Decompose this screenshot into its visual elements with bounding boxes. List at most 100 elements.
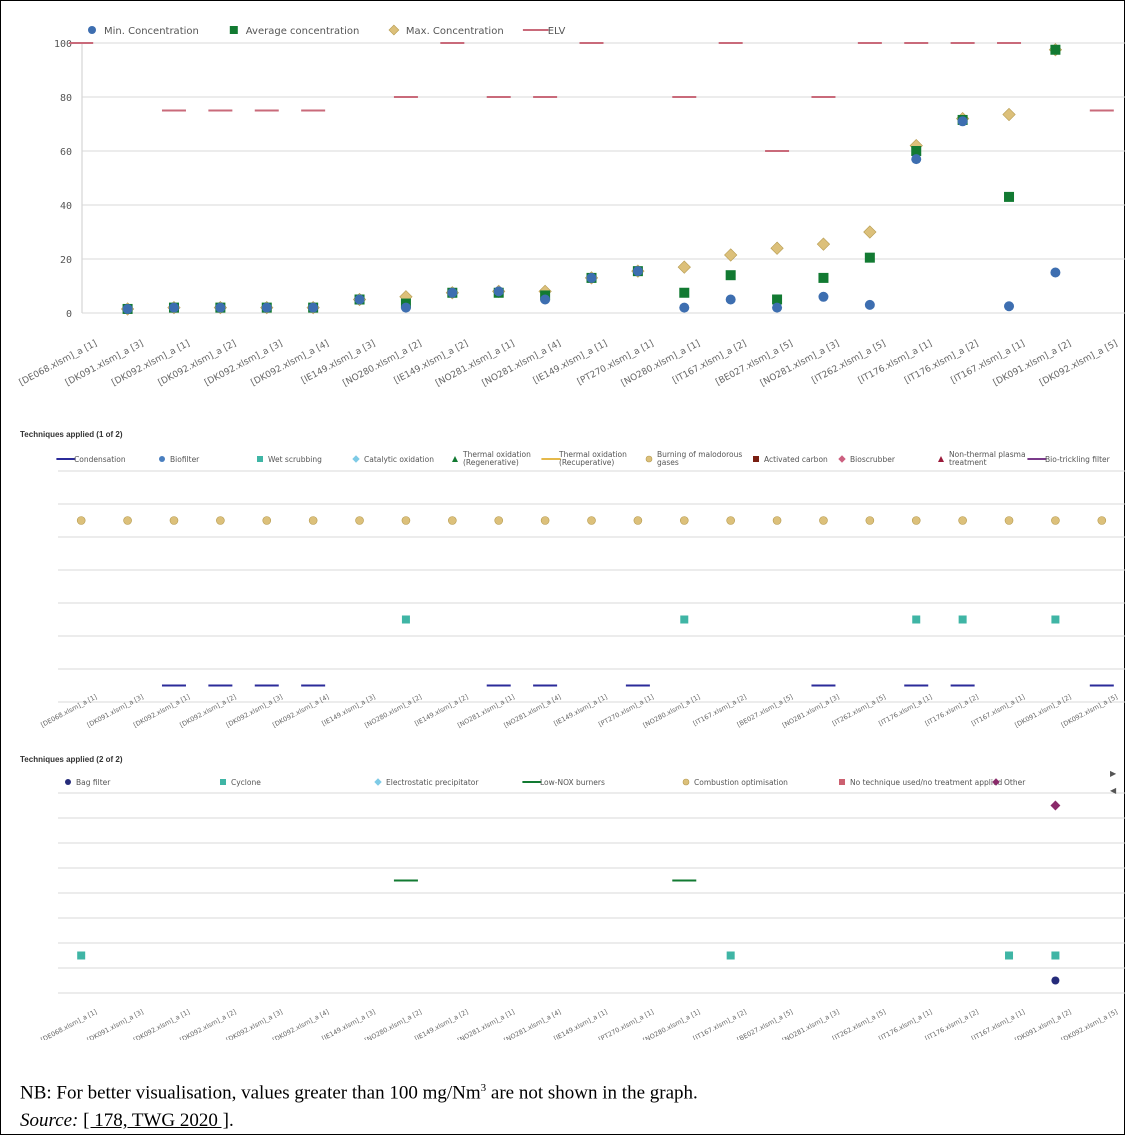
legend-marker-bioscrubber — [838, 455, 846, 463]
y-tick-label-100: 100 — [54, 39, 72, 50]
point-burning-of-malodorous-gases-5 — [308, 516, 318, 525]
point-average-concentration-15 — [772, 294, 783, 305]
source-line: Source: [ 178, TWG 2020 ]. — [20, 1110, 234, 1132]
point-bag-filter-21 — [1051, 976, 1060, 985]
x-tick-label-16: [NO281.xlsm]_a [3] — [759, 339, 841, 389]
point-cyclone-0 — [77, 951, 86, 960]
legend-label-min-concentration: Min. Concentration — [104, 26, 199, 37]
point-burning-of-malodorous-gases-16 — [819, 516, 828, 525]
point-wet-scrubbing-18 — [912, 615, 921, 624]
point-min-concentration-15 — [772, 302, 783, 313]
point-cyclone-14 — [726, 951, 735, 960]
point-other-21 — [1050, 800, 1061, 811]
point-max-concentration-17 — [863, 225, 877, 239]
point-min-concentration-13 — [679, 302, 690, 313]
legend-label-activated-carbon: Activated carbon — [764, 455, 828, 464]
footnote-text: NB: For better visualisation, values gre… — [20, 1082, 481, 1104]
x-tick-label-10: [NO281.xlsm]_a [4] — [481, 339, 563, 389]
legend-label-max-concentration: Max. Concentration — [406, 26, 504, 37]
legend-prev-icon[interactable]: ◀ — [1110, 786, 1117, 795]
x-tick-label-5: [DK092.xlsm]_a [4] — [249, 339, 330, 389]
point-min-concentration-21 — [1050, 267, 1061, 278]
point-min-concentration-11 — [586, 272, 597, 283]
legend-marker-bag-filter — [65, 779, 71, 785]
point-min-concentration-18 — [911, 154, 922, 165]
point-burning-of-malodorous-gases-12 — [633, 516, 643, 525]
point-burning-of-malodorous-gases-20 — [1004, 516, 1014, 525]
point-wet-scrubbing-19 — [958, 615, 967, 624]
x-tick-label-22: [DK092.xlsm]_a [5] — [1038, 339, 1119, 389]
y-tick-label-60: 60 — [60, 147, 72, 158]
point-min-concentration-19 — [957, 116, 968, 127]
legend-label-wet-scrubbing: Wet scrubbing — [268, 455, 322, 464]
point-min-concentration-1 — [122, 303, 133, 314]
point-burning-of-malodorous-gases-11 — [587, 516, 596, 525]
legend-label-average-concentration: Average concentration — [246, 26, 360, 37]
footnote-sup: 3 — [480, 1082, 487, 1094]
legend-label-cyclone: Cyclone — [231, 778, 261, 787]
x-tick-label-7: [NO280.xlsm]_a [2] — [341, 339, 423, 389]
point-burning-of-malodorous-gases-6 — [355, 516, 364, 525]
techniques-2-title: Techniques applied (2 of 2) — [20, 755, 123, 764]
legend-marker-combustion-optimisation — [682, 778, 690, 786]
footnote-text-end: are not shown in the graph. — [486, 1082, 698, 1104]
point-wet-scrubbing-21 — [1051, 615, 1060, 624]
point-average-concentration-17 — [864, 252, 875, 263]
point-min-concentration-17 — [864, 299, 875, 310]
point-cyclone-20 — [1005, 951, 1014, 960]
legend-marker-burning-of-malodorous-gases — [645, 455, 653, 463]
legend-label-thermal-oxidation-regenerative-1: (Regenerative) — [463, 458, 519, 467]
x-tick-label-2: [DK092.xlsm]_a [1] — [110, 339, 191, 389]
point-burning-of-malodorous-gases-15 — [772, 516, 782, 525]
legend-marker-catalytic-oxidation — [352, 455, 360, 463]
legend-label-low-nox-burners: Low-NOX burners — [540, 778, 605, 787]
point-burning-of-malodorous-gases-0 — [76, 516, 86, 525]
point-min-concentration-7 — [400, 302, 411, 313]
x-tick-label-12: [PT270.xlsm]_a [1] — [576, 339, 656, 388]
point-wet-scrubbing-7 — [401, 615, 410, 624]
source-reference-link[interactable]: [ 178, TWG 2020 ] — [83, 1110, 229, 1131]
y-tick-label-0: 0 — [66, 309, 72, 320]
y-tick-label-20: 20 — [60, 255, 72, 266]
point-burning-of-malodorous-gases-17 — [865, 516, 875, 525]
legend-label-non-thermal-plasma-treatment-1: treatment — [949, 458, 987, 467]
point-burning-of-malodorous-gases-7 — [401, 516, 411, 525]
point-burning-of-malodorous-gases-22 — [1097, 516, 1107, 525]
point-average-concentration-16 — [818, 272, 829, 283]
legend-marker-no-technique-used-no-treatment-applied — [839, 779, 845, 785]
point-average-concentration-21 — [1050, 44, 1061, 55]
legend-label-burning-of-malodorous-gases: Burning of malodorous — [657, 450, 742, 459]
x-tick-label-1: [DK091.xlsm]_a [3] — [64, 339, 145, 389]
legend-next-icon[interactable]: ▶ — [1110, 769, 1117, 778]
legend-label-other: Other — [1004, 778, 1026, 787]
legend-label-electrostatic-precipitator: Electrostatic precipitator — [386, 778, 479, 787]
x-tick-label-0: [DE068.xlsm]_a [1] — [18, 339, 99, 388]
point-min-concentration-8 — [447, 287, 458, 298]
legend-marker-average-concentration — [229, 26, 238, 34]
point-max-concentration-20 — [1002, 107, 1016, 122]
legend-label-elv: ELV — [548, 26, 566, 37]
legend-label-condensation: Condensation — [74, 455, 126, 464]
point-min-concentration-16 — [818, 291, 829, 302]
point-burning-of-malodorous-gases-19 — [958, 516, 967, 525]
legend-label-burning-of-malodorous-gases-1: gases — [657, 458, 679, 467]
legend-label-bag-filter: Bag filter — [76, 778, 111, 787]
x-tick-label-3: [DK092.xlsm]_a [2] — [157, 339, 238, 389]
legend-marker-non-thermal-plasma-treatment — [938, 456, 944, 462]
techniques-1-title: Techniques applied (1 of 2) — [20, 430, 123, 439]
legend-marker-max-concentration — [388, 24, 400, 36]
concentration-chart: 0 20 40 60 80 100 Min. Concentration Average co… — [18, 24, 1125, 389]
point-burning-of-malodorous-gases-2 — [169, 516, 179, 525]
legend-label-thermal-oxidation-regenerative: Thermal oxidation — [462, 450, 531, 459]
x-tick-label-15: [BE027.xlsm]_a [5] — [714, 339, 794, 388]
legend-marker-min-concentration — [88, 26, 96, 34]
point-min-concentration-12 — [632, 266, 643, 277]
legend-label-bio-trickling-filter: Bio-trickling filter — [1045, 455, 1111, 464]
point-cyclone-21 — [1051, 951, 1060, 960]
footnote: NB: For better visualisation, values gre… — [20, 1082, 698, 1104]
point-max-concentration-15 — [770, 241, 784, 255]
point-wet-scrubbing-13 — [680, 615, 689, 624]
y-tick-label-40: 40 — [60, 201, 72, 212]
point-min-concentration-6 — [354, 294, 365, 305]
x-tick-label-21: [DK091.xlsm]_a [2] — [992, 339, 1073, 389]
